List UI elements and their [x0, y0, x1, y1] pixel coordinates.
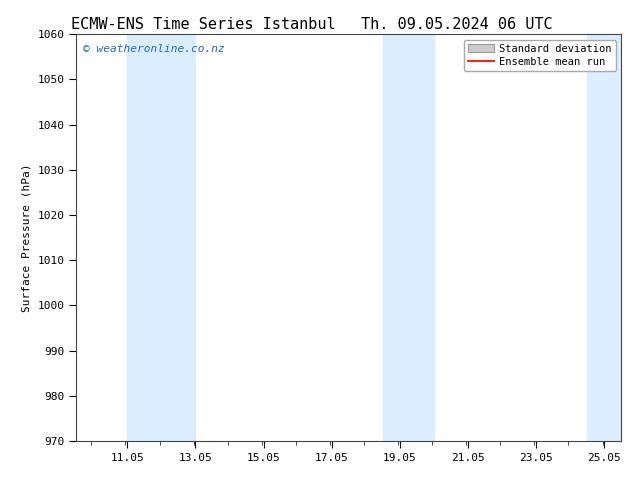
Text: ECMW-ENS Time Series Istanbul: ECMW-ENS Time Series Istanbul	[70, 17, 335, 32]
Bar	[127, 34, 195, 441]
Bar	[587, 34, 621, 441]
Text: Th. 09.05.2024 06 UTC: Th. 09.05.2024 06 UTC	[361, 17, 552, 32]
Text: © weatheronline.co.nz: © weatheronline.co.nz	[82, 45, 224, 54]
Y-axis label: Surface Pressure (hPa): Surface Pressure (hPa)	[22, 163, 32, 312]
Bar	[383, 34, 434, 441]
Legend: Standard deviation, Ensemble mean run: Standard deviation, Ensemble mean run	[464, 40, 616, 71]
